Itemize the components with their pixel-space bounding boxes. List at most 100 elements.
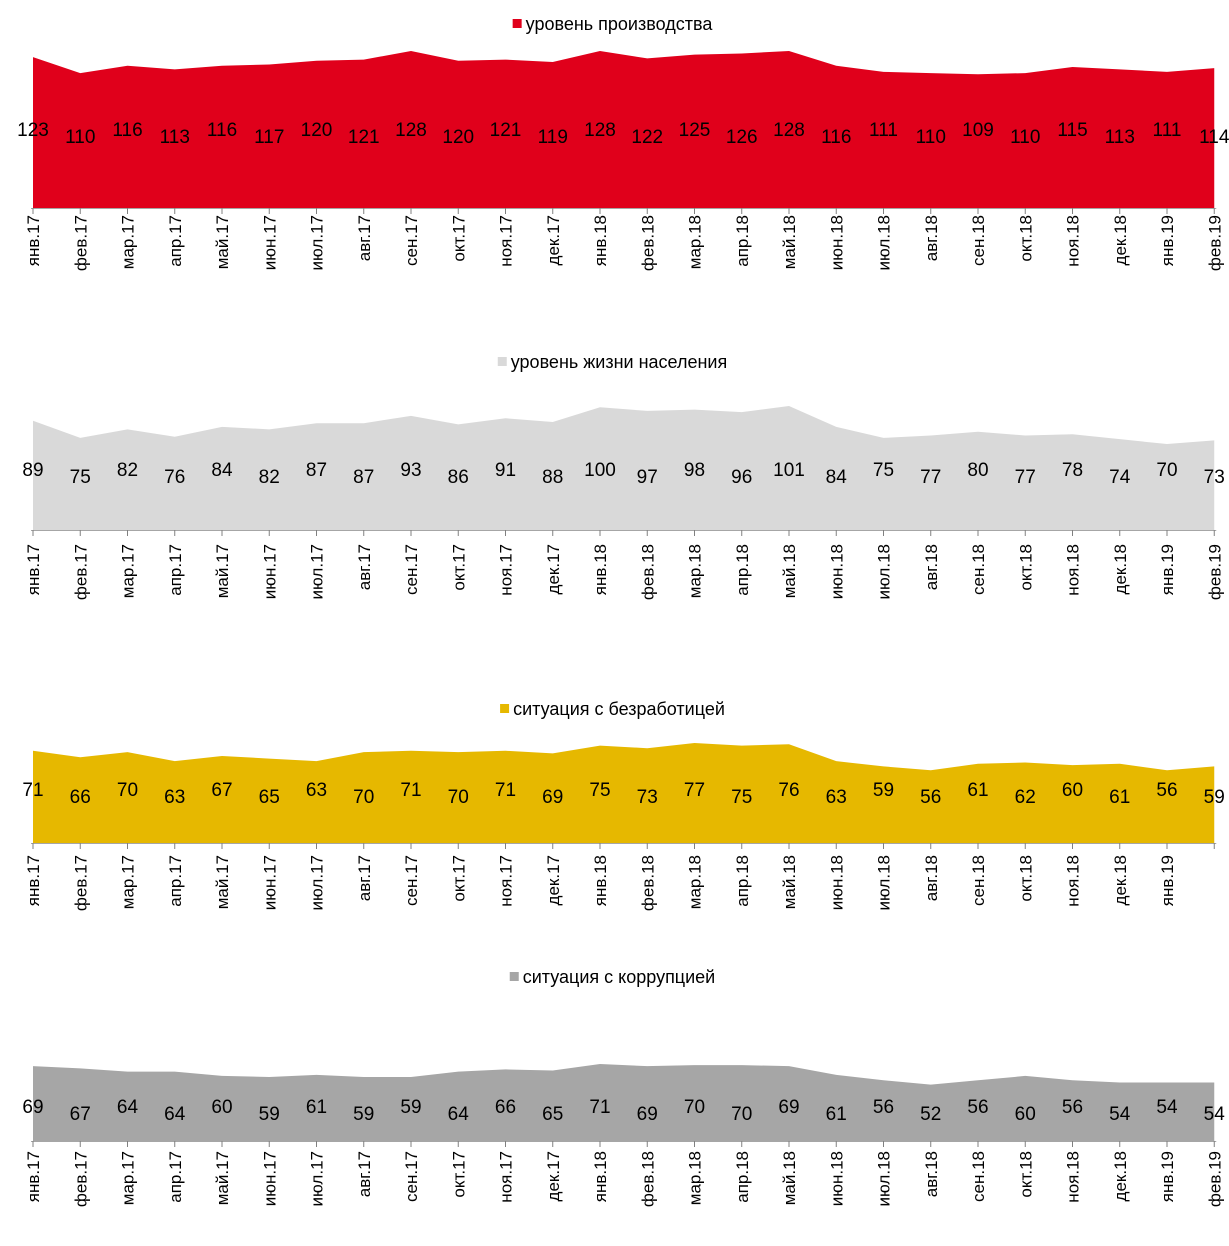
data-label: 77 (1015, 467, 1036, 488)
x-tick-label: окт.17 (449, 544, 468, 591)
data-label: 75 (731, 787, 752, 808)
data-label: 64 (117, 1097, 139, 1118)
data-label: 87 (353, 467, 374, 488)
data-label: 89 (22, 460, 43, 481)
x-tick-label: сен.17 (402, 1151, 421, 1202)
x-tick-label: авг.18 (922, 544, 941, 590)
chart-4: ситуация с коррупцией 69 67 64 64 60 59 61 59 59 6… (22, 967, 1225, 1207)
data-label: 70 (353, 787, 374, 808)
data-label: 59 (259, 1104, 280, 1125)
data-label: 110 (1010, 127, 1040, 148)
x-tick-label: июл.18 (875, 215, 894, 270)
data-label: 73 (1204, 467, 1225, 488)
data-label: 54 (1156, 1097, 1178, 1118)
legend-label: уровень производства (526, 14, 714, 34)
x-tick-label: июн.18 (827, 544, 846, 599)
x-tick-label: мар.17 (119, 855, 138, 909)
x-tick-label: май.18 (780, 1151, 799, 1205)
data-label: 66 (495, 1097, 516, 1118)
chart-1: уровень производства 123 110 116 113 116 117 12… (17, 14, 1229, 271)
data-label: 93 (400, 460, 421, 481)
data-label: 56 (1156, 780, 1177, 801)
x-tick-label: янв.18 (591, 544, 610, 595)
x-tick-label: ноя.18 (1064, 544, 1083, 596)
x-tick-label: июн.18 (827, 855, 846, 910)
data-label: 61 (1109, 787, 1130, 808)
x-tick-label: мар.17 (119, 544, 138, 598)
x-tick-label: дек.18 (1111, 1151, 1130, 1201)
x-tick-label: сен.17 (402, 544, 421, 595)
x-tick-label: апр.17 (166, 215, 185, 267)
x-tick-label: янв.17 (24, 215, 43, 266)
data-label: 97 (637, 467, 658, 488)
x-tick-label: авг.18 (922, 1151, 941, 1197)
x-tick-label: ноя.17 (497, 544, 516, 596)
x-tick-label: июл.17 (308, 544, 327, 599)
data-label: 120 (301, 120, 333, 141)
data-label: 54 (1109, 1104, 1131, 1125)
data-label: 60 (1062, 780, 1083, 801)
legend-swatch (497, 357, 507, 366)
data-label: 122 (631, 127, 663, 148)
data-label: 116 (821, 127, 851, 148)
data-label: 59 (1204, 787, 1225, 808)
data-label: 65 (542, 1104, 563, 1125)
x-tick-label: июн.18 (827, 215, 846, 270)
x-tick-label: окт.17 (449, 215, 468, 262)
data-label: 101 (773, 460, 805, 481)
x-tick-label: мар.18 (686, 544, 705, 598)
data-label: 70 (448, 787, 469, 808)
x-tick-label: окт.18 (1016, 855, 1035, 902)
data-label: 69 (778, 1097, 799, 1118)
x-tick-label: окт.18 (1016, 544, 1035, 591)
x-tick-label: апр.17 (166, 544, 185, 596)
x-tick-label: апр.18 (733, 544, 752, 596)
data-label: 59 (353, 1104, 374, 1125)
x-tick-label: июл.17 (308, 855, 327, 910)
data-label: 86 (448, 467, 469, 488)
x-tick-label: дек.18 (1111, 215, 1130, 265)
x-tick-label: мар.17 (119, 215, 138, 269)
data-label: 73 (637, 787, 658, 808)
x-tick-label: авг.17 (355, 1151, 374, 1197)
data-label: 123 (17, 120, 49, 141)
x-tick-label: июл.18 (875, 1151, 894, 1206)
data-label: 111 (869, 120, 898, 141)
data-label: 75 (589, 780, 610, 801)
x-tick-label: фев.19 (1205, 1151, 1224, 1207)
data-label: 61 (826, 1104, 847, 1125)
x-tick-label: дек.17 (544, 215, 563, 265)
x-tick-label: сен.17 (402, 855, 421, 906)
data-label: 82 (259, 467, 280, 488)
x-tick-label: апр.18 (733, 855, 752, 907)
x-tick-label: авг.17 (355, 215, 374, 261)
data-label: 65 (259, 787, 280, 808)
x-tick-label: дек.17 (544, 1151, 563, 1201)
x-tick-label: янв.19 (1158, 1151, 1177, 1202)
data-label: 98 (684, 460, 705, 481)
x-tick-label: сен.18 (969, 215, 988, 266)
x-tick-label: мар.18 (686, 1151, 705, 1205)
x-tick-label: апр.17 (166, 855, 185, 907)
data-label: 84 (211, 460, 233, 481)
data-label: 61 (967, 780, 988, 801)
x-tick-label: окт.18 (1016, 215, 1035, 262)
series-area (33, 1064, 1215, 1141)
data-label: 113 (160, 127, 190, 148)
x-tick-label: дек.17 (544, 855, 563, 905)
data-label: 114 (1199, 127, 1229, 148)
data-label: 121 (490, 120, 522, 141)
data-label: 62 (1015, 787, 1036, 808)
data-label: 80 (967, 460, 988, 481)
series-area (33, 406, 1215, 530)
data-label: 69 (542, 787, 563, 808)
data-label: 82 (117, 460, 138, 481)
data-label: 59 (873, 780, 894, 801)
data-label: 75 (70, 467, 91, 488)
data-label: 60 (211, 1097, 232, 1118)
x-tick-label: мар.17 (119, 1151, 138, 1205)
x-tick-label: апр.18 (733, 1151, 752, 1203)
data-label: 119 (538, 127, 568, 148)
data-label: 60 (1015, 1104, 1036, 1125)
